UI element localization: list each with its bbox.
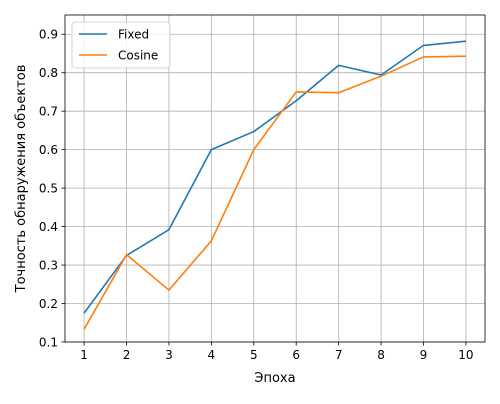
x-tick-label: 8 bbox=[377, 348, 385, 362]
y-tick-label: 0.5 bbox=[39, 182, 58, 196]
x-axis-label: Эпоха bbox=[254, 371, 295, 386]
x-tick-label: 9 bbox=[420, 348, 428, 362]
legend-label: Fixed bbox=[118, 28, 149, 42]
series-line-fixed bbox=[83, 40, 466, 314]
x-tick-label: 3 bbox=[165, 348, 173, 362]
y-axis-label: Точность обнаружения объектов bbox=[14, 65, 29, 294]
axis-ticks: 1 2 3 4 5 6 7 8 9 10 0.1 0.2 0.3 0.4 0.5 0.6 0.7 0.8 0.9 bbox=[39, 28, 474, 362]
y-tick-label: 0.8 bbox=[39, 66, 58, 80]
x-tick-label: 5 bbox=[250, 348, 258, 362]
y-tick-label: 0.7 bbox=[39, 105, 58, 119]
x-tick-label: 1 bbox=[80, 348, 88, 362]
x-tick-label: 2 bbox=[123, 348, 131, 362]
y-tick-label: 0.3 bbox=[39, 259, 58, 273]
x-tick-label: 4 bbox=[208, 348, 216, 362]
x-tick-label: 10 bbox=[458, 348, 473, 362]
series-lines bbox=[83, 40, 466, 330]
y-tick-label: 0.9 bbox=[39, 28, 58, 42]
series-line-cosine bbox=[83, 55, 466, 330]
plot-frame bbox=[64, 14, 486, 343]
legend: Fixed Cosine bbox=[71, 21, 171, 69]
y-tick-label: 0.2 bbox=[39, 297, 58, 311]
y-tick-label: 0.6 bbox=[39, 143, 58, 157]
x-tick-label: 6 bbox=[292, 348, 300, 362]
x-tick-label: 7 bbox=[335, 348, 343, 362]
legend-label: Cosine bbox=[118, 49, 158, 63]
y-tick-label: 0.1 bbox=[39, 336, 58, 350]
y-tick-label: 0.4 bbox=[39, 220, 58, 234]
